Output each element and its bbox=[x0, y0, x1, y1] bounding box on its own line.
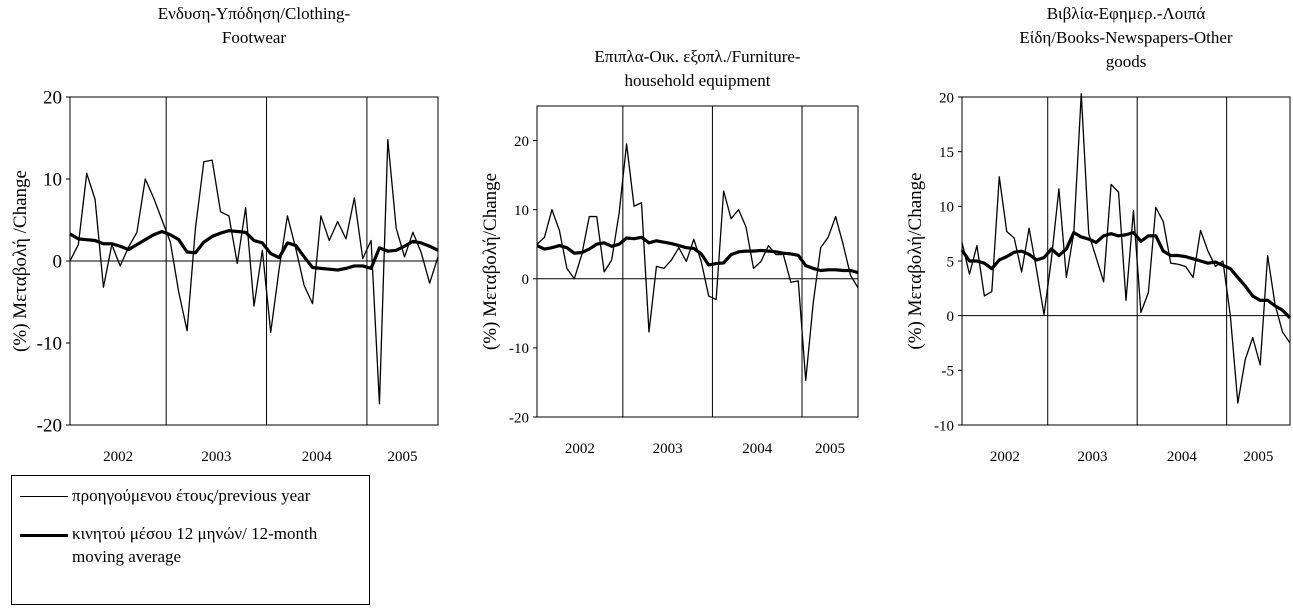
chart1-title-line-1: Ενδυση-Υπόδηση/Clothing- bbox=[158, 4, 351, 23]
chart2-y-tick-label: 20 bbox=[514, 134, 529, 150]
chart2-series-moving-average bbox=[536, 235, 859, 275]
chart2-y-tick-label: -20 bbox=[509, 410, 529, 426]
chart3-x-tick-label: 2003 bbox=[1077, 449, 1107, 465]
chart3-series-moving-average bbox=[960, 230, 1292, 319]
chart1-y-tick-label: -10 bbox=[37, 334, 62, 355]
chart3-y-tick-label: -10 bbox=[934, 418, 954, 434]
legend-label-previous-year: προηγούμενου έτους/previous year bbox=[72, 486, 311, 505]
legend: προηγούμενου έτους/previous year κινητού… bbox=[11, 475, 370, 605]
chart1-x-tick-label: 2002 bbox=[103, 449, 133, 465]
chart3-y-axis-label: (%) Μεταβολή/Change bbox=[905, 172, 926, 349]
chart1-x-tick-label: 2004 bbox=[302, 449, 333, 465]
chart2-y-tick-label: -10 bbox=[509, 341, 529, 357]
chart3-y-tick-label: 5 bbox=[947, 254, 955, 270]
chart3-x-tick-label: 2004 bbox=[1167, 449, 1198, 465]
legend-swatch-thin bbox=[20, 496, 68, 497]
chart2-x-tick-label: 2004 bbox=[742, 441, 773, 457]
chart1-series-moving-average bbox=[69, 229, 439, 272]
chart1-x-tick-label: 2003 bbox=[201, 449, 231, 465]
chart3-series-previous-year bbox=[961, 93, 1291, 404]
chart3-x-tick-label: 2005 bbox=[1243, 449, 1273, 465]
chart2-plot-frame bbox=[536, 105, 859, 418]
chart3-title-line-2: Είδη/Books-Newspapers-Other bbox=[1019, 28, 1232, 47]
legend-swatch-thick bbox=[20, 534, 68, 537]
chart2-y-tick-label: 10 bbox=[514, 203, 529, 219]
chart2-y-axis-label: (%) Μεταβολή/Change bbox=[480, 173, 501, 350]
chart3-y-tick-label: -5 bbox=[942, 364, 955, 380]
chart1-x-tick-label: 2005 bbox=[387, 449, 417, 465]
chart2-title-line-1: Επιπλα-Οικ. εξοπλ./Furniture- bbox=[594, 47, 801, 66]
chart3-y-tick-label: 20 bbox=[939, 90, 954, 106]
chart3-title-line-3: goods bbox=[1106, 52, 1147, 71]
chart2-x-tick-label: 2002 bbox=[565, 441, 595, 457]
chart2-title-line-2: household equipment bbox=[625, 71, 771, 90]
chart2-series-previous-year bbox=[536, 143, 859, 382]
legend-label-moving-average: κινητού μέσου 12 μηνών/ 12-month moving … bbox=[72, 524, 318, 566]
chart3-y-tick-label: 0 bbox=[947, 309, 955, 325]
chart1-y-tick-label: -20 bbox=[37, 416, 62, 437]
chart1-title-line-2: Footwear bbox=[222, 28, 287, 47]
chart1-y-tick-label: 10 bbox=[43, 170, 62, 191]
chart2-y-tick-label: 0 bbox=[522, 272, 530, 288]
chart3-y-tick-label: 10 bbox=[939, 200, 954, 216]
chart1-y-tick-label: 20 bbox=[43, 88, 62, 109]
chart3-title-line-1: Βιβλία-Εφημερ.-Λοιπά bbox=[1047, 4, 1206, 23]
chart3-y-tick-label: 15 bbox=[939, 145, 954, 161]
chart1-y-tick-label: 0 bbox=[53, 252, 63, 273]
chart2-x-tick-label: 2003 bbox=[653, 441, 683, 457]
chart3-plot-frame bbox=[961, 96, 1291, 426]
chart1-series-previous-year bbox=[69, 138, 439, 405]
chart2-x-tick-label: 2005 bbox=[815, 441, 845, 457]
chart1-y-axis-label: (%) Μεταβολή /Change bbox=[10, 170, 31, 352]
chart3-x-tick-label: 2002 bbox=[990, 449, 1020, 465]
